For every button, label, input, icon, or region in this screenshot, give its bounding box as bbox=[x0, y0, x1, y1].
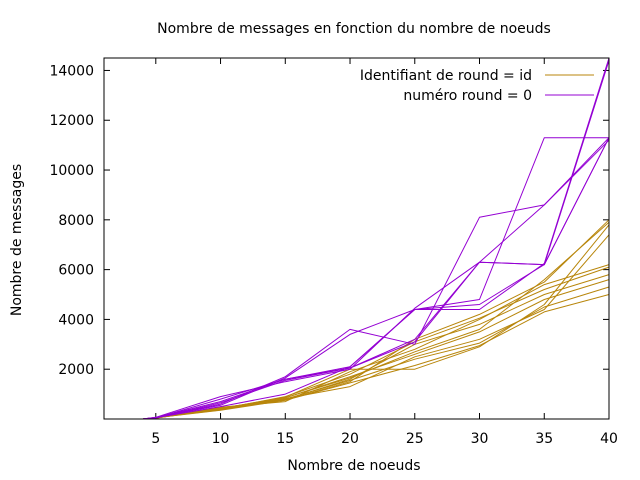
x-tick-label: 40 bbox=[600, 431, 618, 447]
series-line bbox=[142, 224, 610, 420]
series-line bbox=[142, 264, 610, 420]
series-line bbox=[142, 137, 610, 420]
x-axis-label: Nombre de noeuds bbox=[287, 458, 420, 474]
y-tick-label: 6000 bbox=[58, 263, 94, 279]
x-tick-label: 30 bbox=[471, 431, 489, 447]
x-tick-label: 15 bbox=[276, 431, 294, 447]
x-tick-label: 35 bbox=[535, 431, 553, 447]
legend-label: Identifiant de round = id bbox=[360, 68, 532, 84]
plot-frame bbox=[103, 57, 610, 420]
series-line bbox=[142, 234, 610, 420]
series-line bbox=[142, 137, 610, 420]
y-tick-label: 10000 bbox=[49, 163, 94, 179]
x-tick-label: 5 bbox=[151, 431, 160, 447]
y-axis-label: Nombre de messages bbox=[9, 164, 25, 316]
y-tick-label: 4000 bbox=[58, 312, 94, 328]
series-line bbox=[142, 139, 610, 420]
series-line bbox=[142, 219, 610, 420]
tick-layer: 5 10 15 20 25 30 35 40 2000 4000 6000 8000 10000 1200… bbox=[49, 58, 618, 447]
chart-title: Nombre de messages en fonction du nombre… bbox=[157, 21, 551, 37]
x-tick-label: 20 bbox=[341, 431, 359, 447]
x-tick-label: 25 bbox=[406, 431, 424, 447]
series-line bbox=[142, 137, 610, 420]
series-2 bbox=[142, 57, 610, 420]
legend-label: numéro round = 0 bbox=[403, 88, 532, 104]
y-tick-label: 2000 bbox=[58, 362, 94, 378]
series-line bbox=[142, 137, 609, 420]
y-tick-label: 12000 bbox=[49, 113, 94, 129]
series-line bbox=[142, 57, 610, 420]
series-line bbox=[142, 274, 610, 420]
y-tick-label: 8000 bbox=[58, 213, 94, 229]
series-layer bbox=[142, 57, 610, 420]
series-1 bbox=[142, 219, 610, 420]
legend: Identifiant de round = id numéro round = … bbox=[360, 68, 594, 104]
x-tick-label: 10 bbox=[212, 431, 230, 447]
series-line bbox=[142, 266, 610, 420]
series-line bbox=[142, 221, 610, 420]
y-tick-label: 14000 bbox=[49, 63, 94, 79]
series-line bbox=[142, 279, 610, 420]
